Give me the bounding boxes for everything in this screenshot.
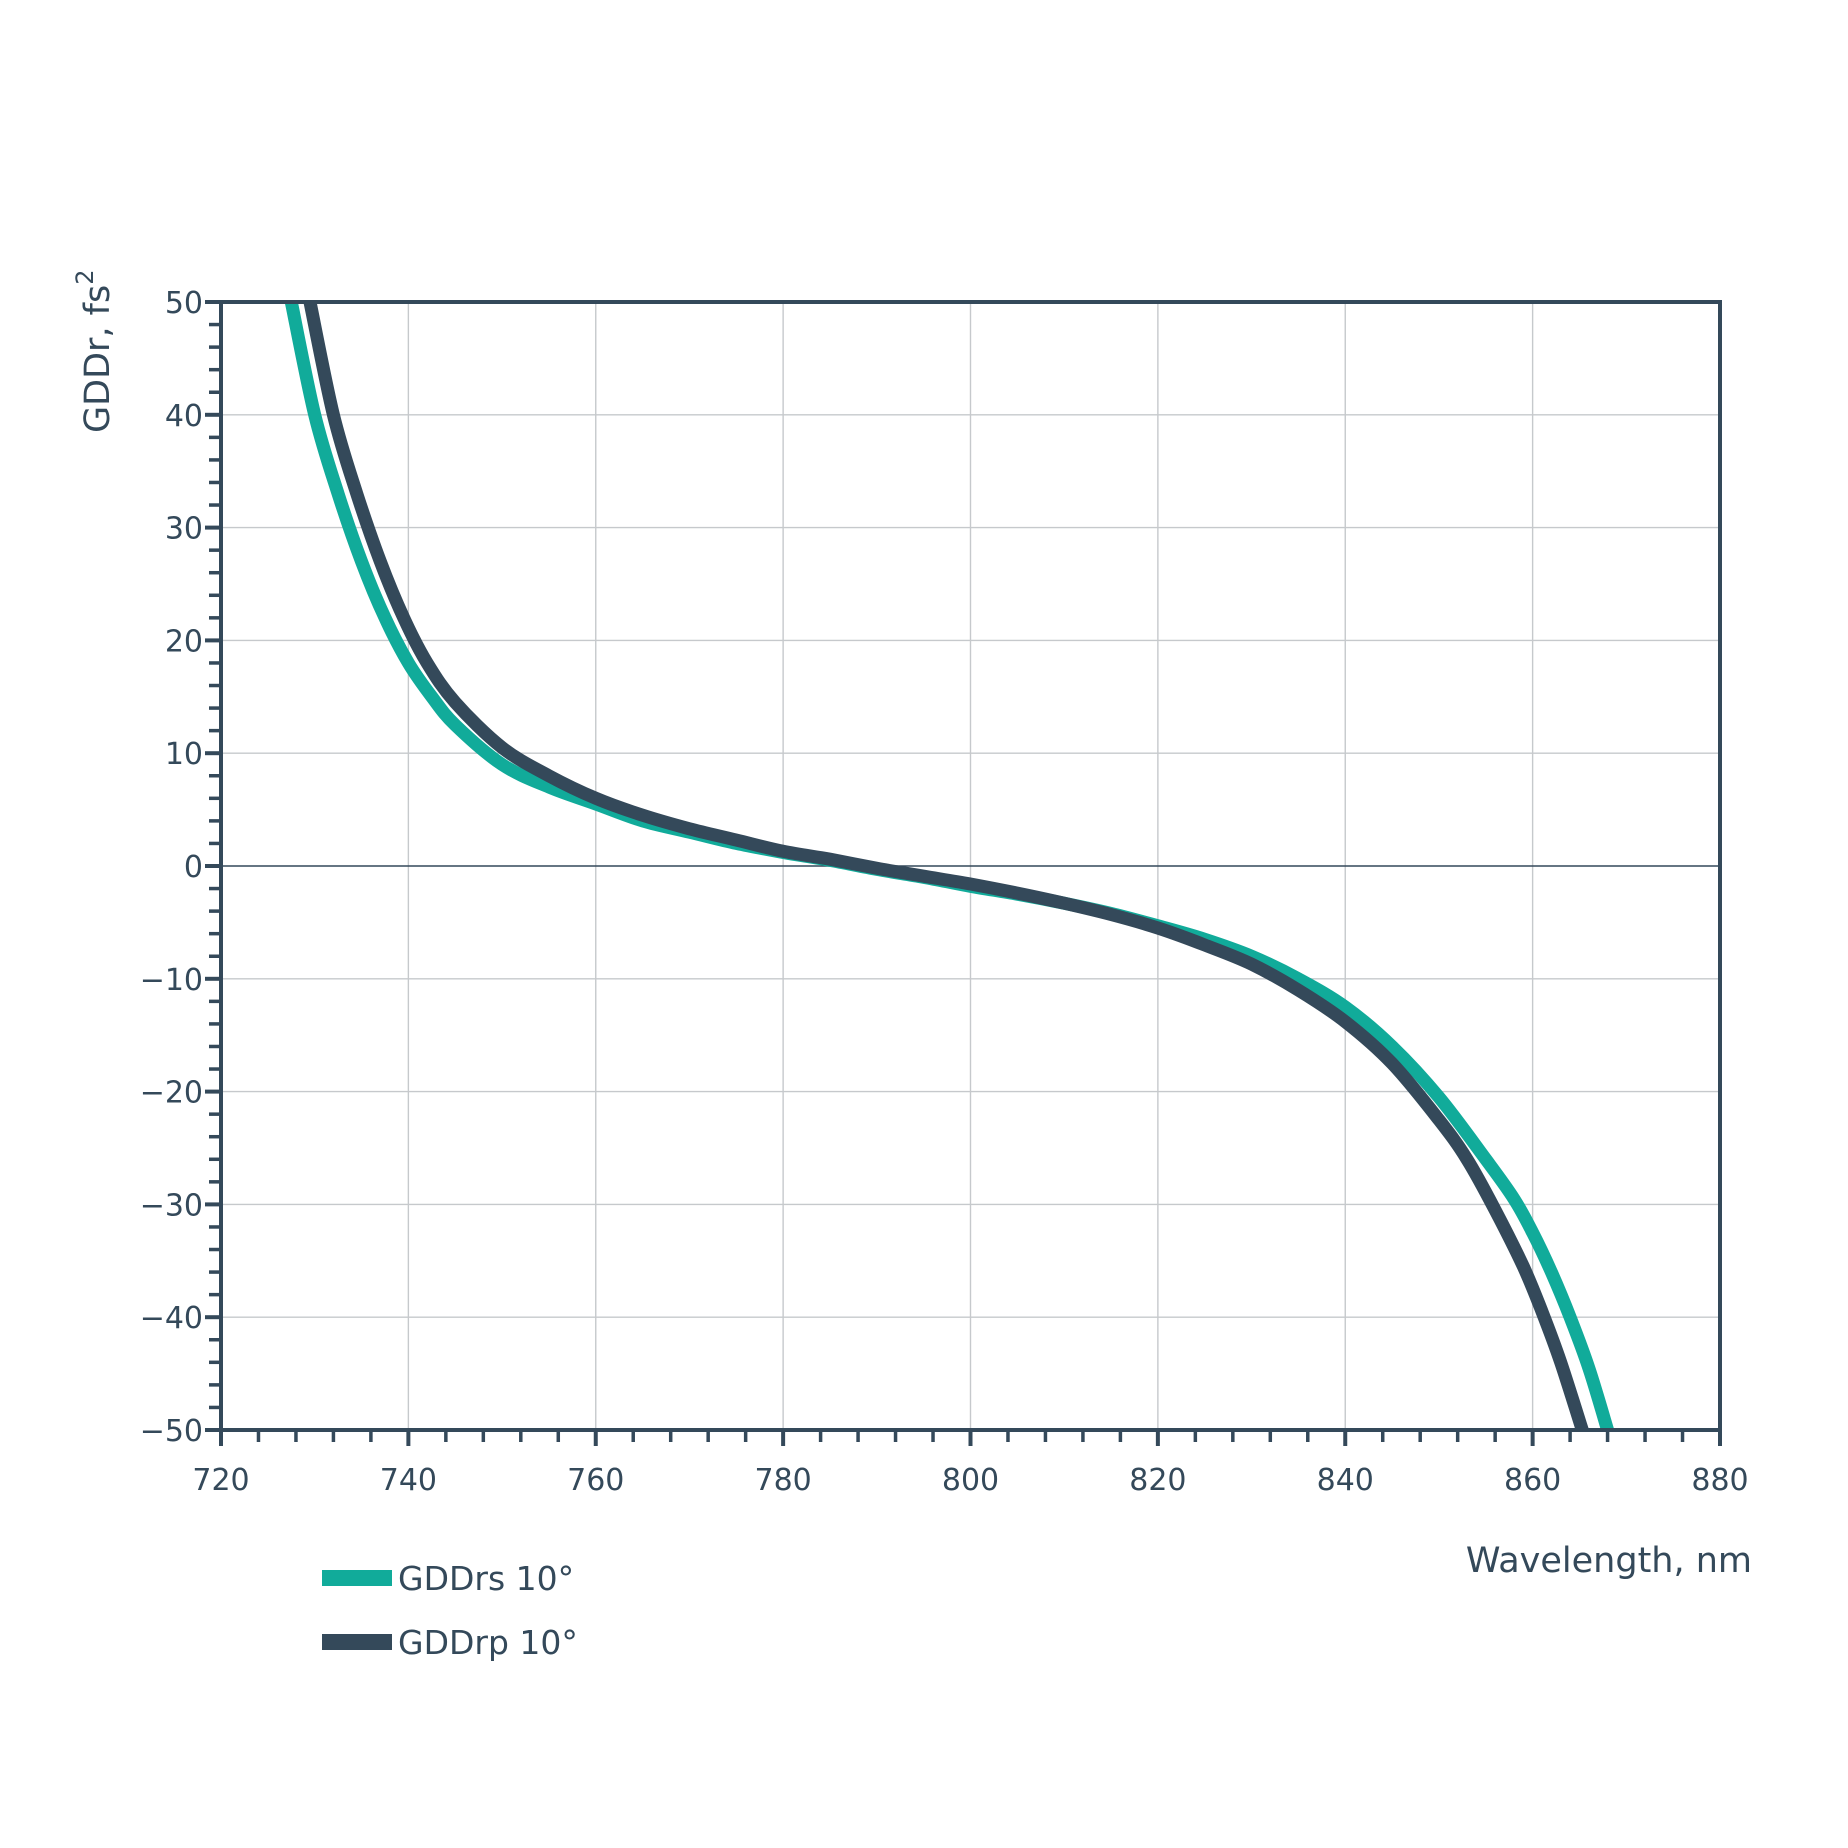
y-tick-label--10: −10 [140, 963, 203, 998]
y-tick-label--20: −20 [140, 1076, 203, 1111]
x-tick-label-780: 780 [754, 1463, 811, 1498]
legend: GDDrs 10° GDDrp 10° [322, 1559, 578, 1662]
legend-label-gddrs: GDDrs 10° [398, 1559, 574, 1598]
series-line-1 [303, 300, 1589, 1432]
y-tick-label-30: 30 [165, 512, 203, 547]
x-tick-label-820: 820 [1129, 1463, 1186, 1498]
x-tick-label-880: 880 [1691, 1463, 1748, 1498]
x-tick-labels: 720 740 760 780 800 820 840 860 880 [192, 1463, 1748, 1498]
y-tick-label-20: 20 [165, 624, 203, 659]
legend-item-gddrp: GDDrp 10° [322, 1623, 578, 1662]
legend-item-gddrs: GDDrs 10° [322, 1559, 574, 1598]
y-tick-label-10: 10 [165, 737, 203, 772]
x-tick-label-840: 840 [1317, 1463, 1374, 1498]
y-tick-label-50: 50 [165, 286, 203, 321]
y-tick-label--30: −30 [140, 1188, 203, 1223]
series-lines [284, 300, 1614, 1432]
x-tick-label-860: 860 [1504, 1463, 1561, 1498]
x-axis-label: Wavelength, nm [1466, 1541, 1752, 1581]
y-tick-label--40: −40 [140, 1301, 203, 1336]
x-tick-label-720: 720 [192, 1463, 249, 1498]
y-axis-label: GDDr, fs2 [71, 269, 118, 433]
legend-swatch-gddrp [322, 1634, 392, 1650]
x-tick-label-760: 760 [567, 1463, 624, 1498]
y-tick-labels: 50 40 30 20 10 0 −10 −20 −30 −40 −50 [140, 286, 203, 1449]
y-tick-label-40: 40 [165, 399, 203, 434]
legend-swatch-gddrs [322, 1570, 392, 1586]
x-tick-label-800: 800 [942, 1463, 999, 1498]
x-tick-label-740: 740 [380, 1463, 437, 1498]
legend-label-gddrp: GDDrp 10° [398, 1623, 578, 1662]
axis-ticks [205, 300, 1722, 1446]
y-tick-label--50: −50 [140, 1414, 203, 1449]
y-tick-label-0: 0 [184, 850, 203, 885]
